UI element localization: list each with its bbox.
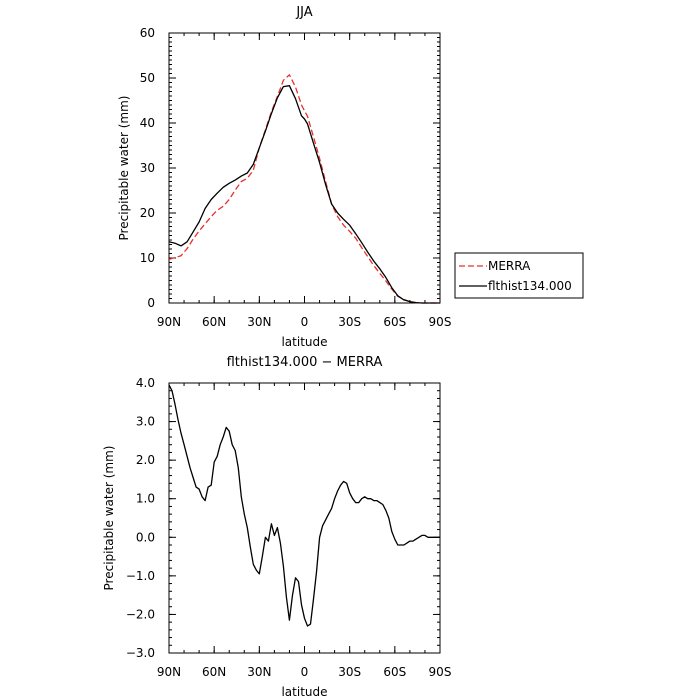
y-tick-label: 0.0	[136, 530, 155, 544]
y-tick-label: 2.0	[136, 453, 155, 467]
y-tick-label: 50	[140, 71, 155, 85]
legend: MERRA flthist134.000	[454, 252, 584, 299]
x-tick-label: 90S	[429, 315, 452, 329]
y-tick-label: 0	[147, 296, 155, 310]
legend-label: MERRA	[488, 259, 531, 273]
x-tick-label: 0	[301, 665, 309, 679]
y-tick-label: 40	[140, 116, 155, 130]
x-tick-label: 90N	[157, 315, 181, 329]
legend-box	[454, 252, 584, 299]
y-tick-label: 4.0	[136, 376, 155, 390]
legend-label: flthist134.000	[488, 279, 572, 293]
y-tick-label: −1.0	[126, 569, 155, 583]
x-tick-label: 60S	[383, 665, 406, 679]
x-axis-label: latitude	[281, 685, 327, 699]
y-tick-label: 3.0	[136, 415, 155, 429]
series-line-flthist134-000	[168, 85, 440, 304]
x-tick-label: 60N	[202, 315, 226, 329]
x-tick-label: 90S	[429, 665, 452, 679]
plot-frame	[168, 382, 441, 654]
plot-frame	[168, 32, 441, 304]
chart-panel-2: 90N 60N 30N 0 30S 60S 90S 4.0 3.0 2.0 1.0 0.0 −1.0 −2…	[102, 355, 451, 699]
x-tick-label: 90N	[157, 665, 181, 679]
chart-title: flthist134.000 − MERRA	[227, 355, 383, 370]
series-line-1	[168, 384, 440, 627]
x-tick-label: 60S	[383, 315, 406, 329]
y-tick-label: 60	[140, 26, 155, 40]
y-tick-label: −2.0	[126, 607, 155, 621]
y-axis-label: Precipitable water (mm)	[102, 446, 116, 591]
y-axis-label: Precipitable water (mm)	[117, 96, 131, 241]
y-tick-label: −3.0	[126, 646, 155, 660]
chart-panel-1: 90N 60N 30N 0 30S 60S 90S 0 10 20 30 40 50 60 JJA latit…	[117, 5, 584, 349]
y-tick-label: 30	[140, 161, 155, 175]
y-tick-label: 20	[140, 206, 155, 220]
x-tick-label: 30S	[338, 665, 361, 679]
x-tick-label: 0	[301, 315, 309, 329]
x-tick-label: 30S	[338, 315, 361, 329]
x-tick-label: 30N	[247, 665, 271, 679]
x-tick-label: 60N	[202, 665, 226, 679]
x-tick-label: 30N	[247, 315, 271, 329]
y-tick-label: 10	[140, 251, 155, 265]
chart-title: JJA	[295, 5, 312, 20]
y-tick-label: 1.0	[136, 492, 155, 506]
series-line-merra	[168, 74, 440, 304]
x-axis-label: latitude	[281, 335, 327, 349]
